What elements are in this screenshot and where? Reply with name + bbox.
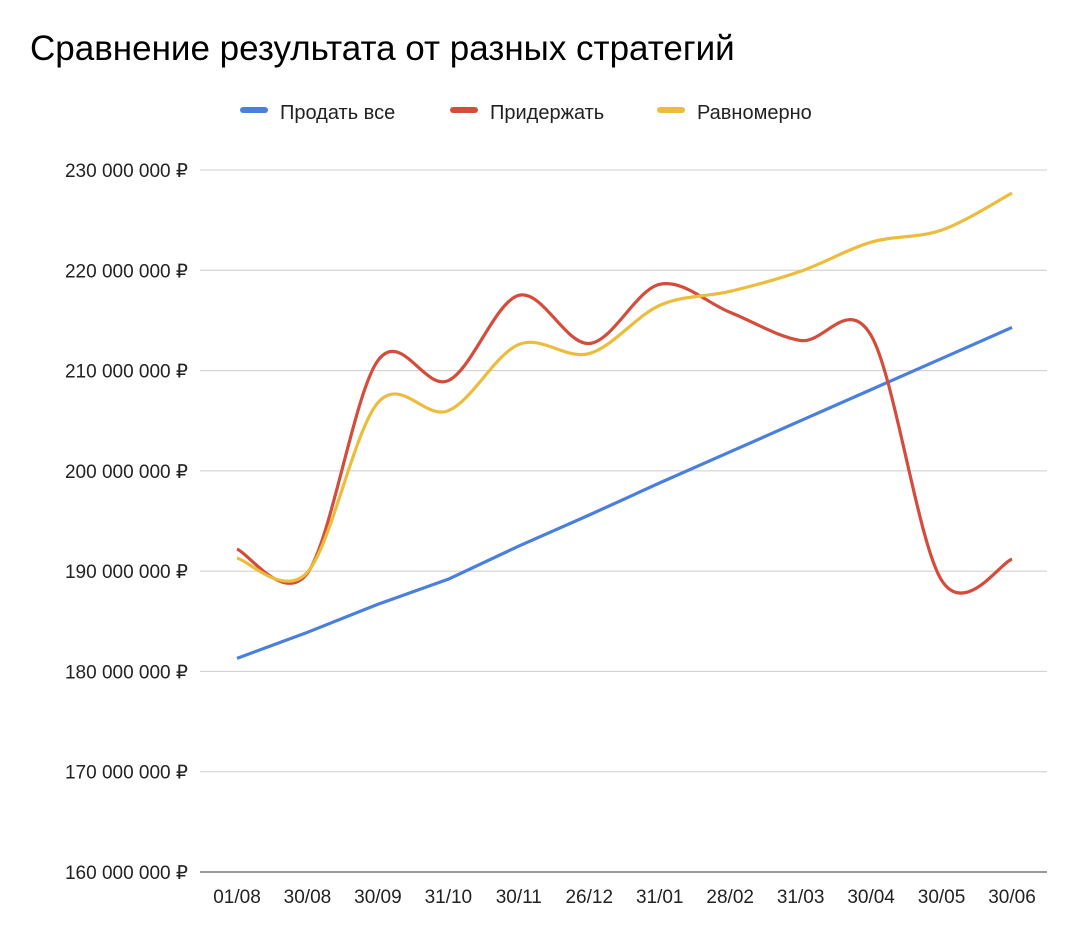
- x-tick-label: 30/05: [918, 887, 966, 908]
- legend-swatch: [450, 107, 478, 113]
- x-tick-label: 01/08: [213, 887, 261, 908]
- y-axis-ticks: 160 000 000 ₽ 170 000 000 ₽ 180 000 000 ₽ 1…: [65, 161, 188, 884]
- x-tick-label: 30/11: [496, 887, 542, 908]
- x-tick-label: 30/09: [354, 887, 402, 908]
- y-tick-label: 210 000 000 ₽: [65, 362, 188, 383]
- y-tick-label: 200 000 000 ₽: [65, 462, 188, 483]
- y-tick-label: 180 000 000 ₽: [65, 662, 188, 683]
- series-line-0: [236, 325, 1013, 660]
- chart-title: Сравнение результата от разных стратегий: [30, 29, 735, 68]
- x-tick-label: 30/08: [284, 887, 332, 908]
- x-tick-label: 30/06: [988, 887, 1036, 908]
- x-tick-label: 28/02: [706, 887, 754, 908]
- y-tick-label: 220 000 000 ₽: [65, 261, 188, 282]
- legend-label: Придержать: [490, 102, 604, 124]
- x-axis-ticks: 01/08 30/08 30/09 31/10 30/11 26/12 31/01 28/02…: [213, 887, 1036, 908]
- y-tick-label: 160 000 000 ₽: [65, 863, 188, 884]
- x-tick-label: 30/04: [847, 887, 895, 908]
- x-tick-label: 31/03: [777, 887, 825, 908]
- legend-label: Равномерно: [697, 102, 812, 124]
- legend: Продать все Придержать Равномерно: [240, 102, 812, 124]
- x-tick-label: 31/10: [425, 887, 473, 908]
- series-lines: [236, 191, 1013, 660]
- legend-swatch: [657, 107, 685, 113]
- series-line-1: [236, 282, 1013, 595]
- x-tick-label: 26/12: [565, 887, 613, 908]
- legend-label: Продать все: [280, 102, 395, 124]
- y-tick-label: 170 000 000 ₽: [65, 763, 188, 784]
- x-tick-label: 31/01: [636, 887, 684, 908]
- y-tick-label: 230 000 000 ₽: [65, 161, 188, 182]
- legend-swatch: [240, 107, 268, 113]
- y-tick-label: 190 000 000 ₽: [65, 562, 188, 583]
- series-line-2: [236, 191, 1013, 583]
